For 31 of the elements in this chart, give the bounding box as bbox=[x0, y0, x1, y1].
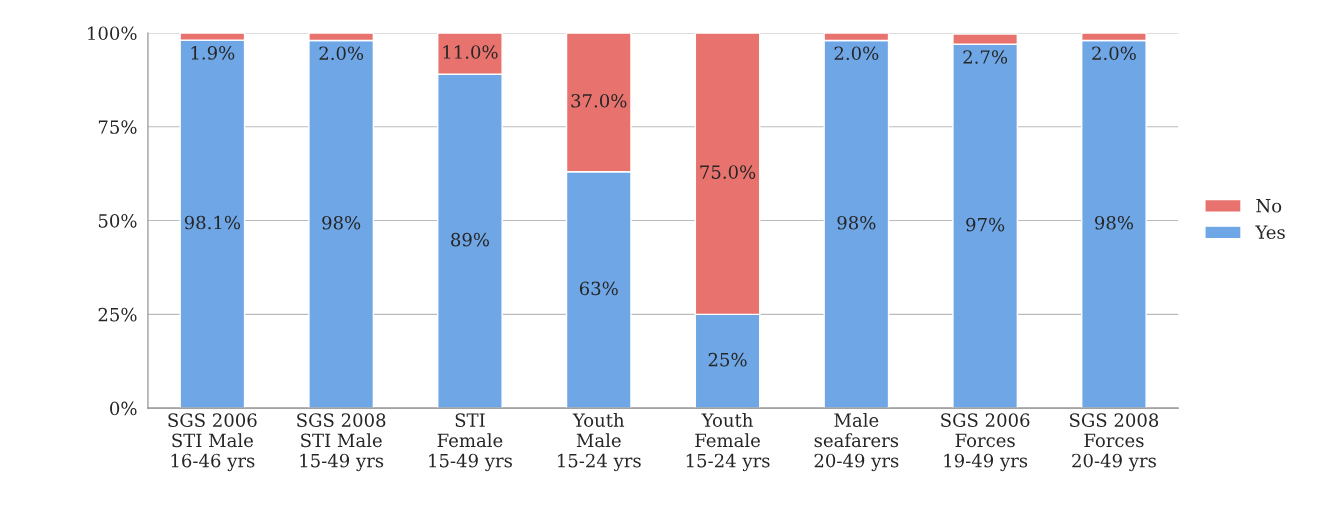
data-label: 11.0% bbox=[443, 45, 498, 59]
x-tick-label: STI Female 15-49 yrs bbox=[429, 413, 512, 472]
data-label: 98.1% bbox=[184, 215, 241, 230]
x-tick-label: SGS 2006 STI Male 16-46 yrs bbox=[168, 413, 257, 472]
x-tick-label: Youth Male 15-24 yrs bbox=[558, 413, 641, 472]
y-tick-label: 50% bbox=[98, 214, 137, 228]
y-tick-label: 75% bbox=[98, 120, 137, 134]
y-tick-label: 25% bbox=[98, 307, 137, 322]
data-label: 2.0% bbox=[319, 46, 364, 61]
data-label: 75.0% bbox=[700, 165, 756, 179]
data-label: 2.0% bbox=[834, 46, 879, 61]
data-label: 97% bbox=[966, 217, 1005, 232]
y-tick-label: 0% bbox=[110, 401, 137, 416]
data-label: 37.0% bbox=[571, 93, 627, 108]
data-label: 63% bbox=[579, 281, 618, 296]
x-tick-label: SGS 2008 Forces 20-49 yrs bbox=[1070, 413, 1159, 472]
x-tick-label: SGS 2008 STI Male 15-49 yrs bbox=[297, 413, 386, 472]
x-tick-label: Youth Female 15-24 yrs bbox=[686, 413, 770, 472]
data-label: 1.9% bbox=[191, 46, 235, 60]
data-label: 98% bbox=[1095, 215, 1133, 230]
data-label: 2.7% bbox=[963, 50, 1008, 64]
data-label: 98% bbox=[322, 215, 361, 230]
data-label: 2.0% bbox=[1092, 46, 1136, 61]
data-label: 89% bbox=[451, 232, 490, 247]
legend-label: Yes bbox=[1255, 225, 1285, 240]
x-tick-label: Male seafarers 20-49 yrs bbox=[814, 413, 899, 472]
legend-label: No bbox=[1256, 199, 1282, 213]
y-tick-label: 100% bbox=[88, 26, 137, 41]
x-tick-label: SGS 2006 Forces 19-49 yrs bbox=[941, 413, 1030, 472]
data-label: 98% bbox=[837, 215, 876, 230]
data-label: 25% bbox=[708, 352, 747, 367]
